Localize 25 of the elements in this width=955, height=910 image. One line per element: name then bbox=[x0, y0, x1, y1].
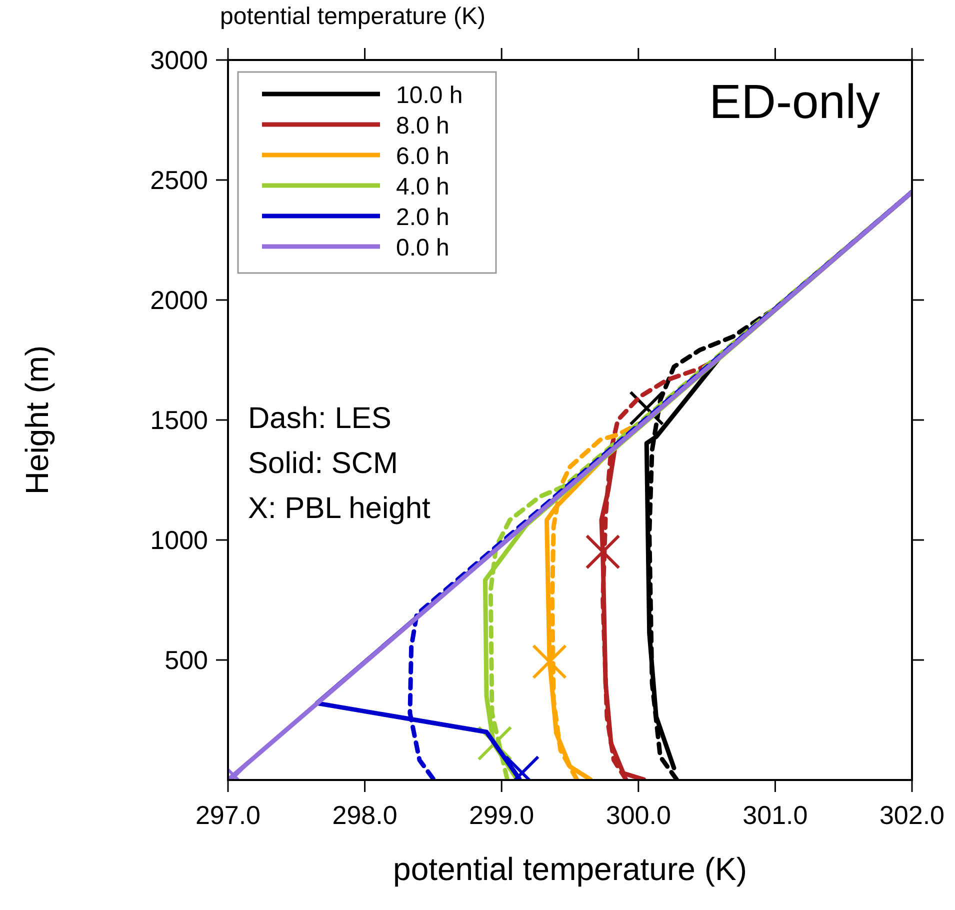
legend-label: 8.0 h bbox=[396, 112, 450, 140]
legend-label: 10.0 h bbox=[396, 82, 463, 109]
y-tick-label: 1500 bbox=[150, 405, 208, 435]
annotation: Dash: LES bbox=[248, 402, 392, 435]
y-axis-title: Height (m) bbox=[19, 345, 55, 495]
x-tick-label: 299.0 bbox=[469, 800, 534, 830]
legend-label: 0.0 h bbox=[396, 234, 450, 262]
annotation: Solid: SCM bbox=[248, 447, 398, 480]
legend-label: 6.0 h bbox=[396, 143, 450, 170]
x-tick-label: 301.0 bbox=[742, 800, 808, 830]
x-tick-label: 300.0 bbox=[606, 800, 671, 830]
y-tick-label: 500 bbox=[164, 645, 208, 675]
annotation: X: PBL height bbox=[248, 492, 432, 525]
y-tick-label: 1000 bbox=[150, 525, 208, 555]
x-tick-label: 298.0 bbox=[332, 800, 398, 830]
x-tick-label: 297.0 bbox=[195, 800, 261, 830]
chart-title: potential temperature (K) bbox=[220, 3, 486, 30]
legend-label: 2.0 h bbox=[396, 204, 450, 231]
annotation: ED-only bbox=[709, 76, 880, 129]
y-tick-label: 2000 bbox=[150, 285, 208, 315]
y-tick-label: 2500 bbox=[150, 165, 208, 195]
legend-label: 4.0 h bbox=[396, 174, 450, 200]
x-tick-label: 302.0 bbox=[879, 800, 945, 830]
x-axis-title: potential temperature (K) bbox=[393, 851, 747, 887]
y-tick-label: 3000 bbox=[150, 45, 208, 75]
